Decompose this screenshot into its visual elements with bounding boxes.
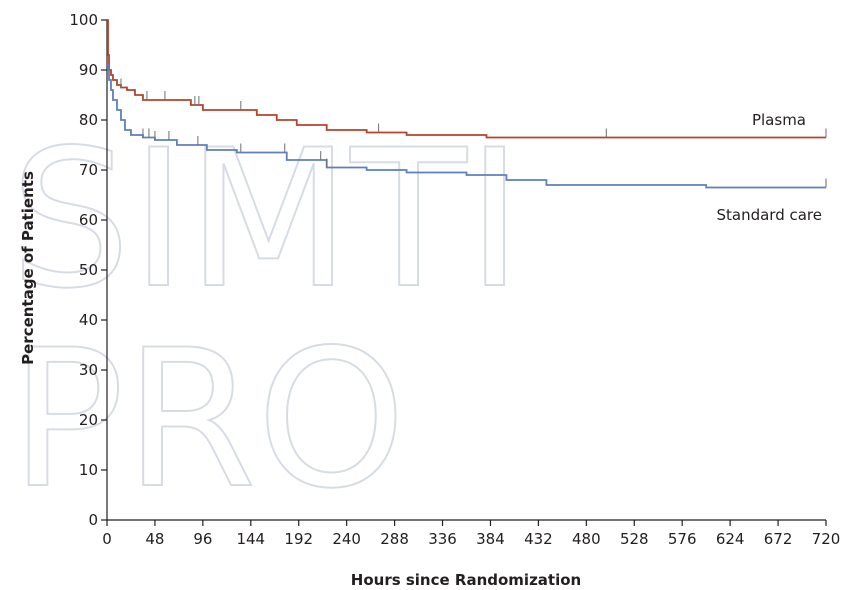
x-tick-label: 0: [102, 530, 112, 548]
x-tick-label: 192: [284, 530, 313, 548]
y-tick-label: 80: [79, 111, 98, 129]
y-tick-label: 100: [69, 11, 98, 29]
x-tick-label: 576: [668, 530, 697, 548]
y-tick-label: 30: [79, 361, 98, 379]
series-line-plasma: [107, 19, 826, 139]
x-tick-label: 432: [524, 530, 553, 548]
x-axis-title: Hours since Randomization: [351, 571, 581, 589]
x-tick-label: 48: [145, 530, 164, 548]
y-tick-label: 50: [79, 261, 98, 279]
watermark-line-1: SIMTI: [10, 109, 523, 330]
y-axis: 0 10 20 30 40 50 60 70 80 90 100: [69, 11, 108, 529]
x-tick-label: 480: [572, 530, 601, 548]
x-tick-label: 288: [380, 530, 409, 548]
y-axis-ticks: 0 10 20 30 40 50 60 70 80 90 100: [69, 11, 107, 529]
series-label-standard-care: Standard care: [716, 206, 822, 224]
y-tick-label: 40: [79, 311, 98, 329]
x-tick-label: 528: [620, 530, 649, 548]
x-tick-label: 624: [716, 530, 745, 548]
watermark: SIMTI PRO: [9, 108, 524, 531]
y-axis-title: Percentage of Patients: [19, 171, 37, 365]
watermark-line-2: PRO: [10, 309, 406, 530]
y-tick-label: 90: [79, 61, 98, 79]
series-layer: [107, 19, 827, 189]
x-tick-label: 144: [236, 530, 265, 548]
y-tick-label: 20: [79, 411, 98, 429]
x-tick-label: 336: [428, 530, 457, 548]
series-label-plasma: Plasma: [752, 111, 806, 129]
x-axis: 0 48 96 144 192 240 288 336 384 432 480 528 576 624 67…: [102, 519, 840, 548]
x-tick-label: 672: [764, 530, 793, 548]
series-line-standard-care: [107, 64, 826, 189]
y-tick-label: 10: [79, 461, 98, 479]
y-tick-label: 70: [79, 161, 98, 179]
x-tick-label: 384: [476, 530, 505, 548]
x-tick-label: 240: [332, 530, 361, 548]
x-axis-ticks: 0 48 96 144 192 240 288 336 384 432 480 528 576 624 67…: [102, 520, 840, 548]
x-tick-label: 720: [812, 530, 841, 548]
y-tick-label: 0: [88, 511, 98, 529]
x-tick-label: 96: [193, 530, 212, 548]
y-tick-label: 60: [79, 211, 98, 229]
